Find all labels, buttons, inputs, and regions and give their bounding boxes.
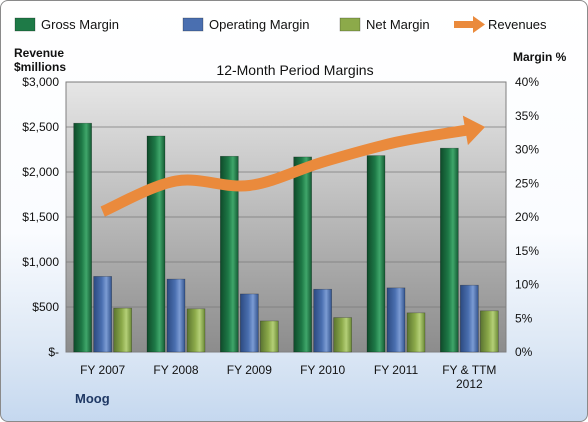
revenues-arrowhead	[462, 115, 486, 146]
legend-label: Gross Margin	[41, 17, 119, 32]
right-tick-label: 5%	[515, 311, 533, 325]
category-label: FY 2008	[153, 363, 198, 377]
legend-swatch	[182, 17, 204, 32]
net-margin-bar	[260, 320, 279, 353]
gross-margin-bar	[73, 122, 92, 353]
right-tick-label: 25%	[515, 176, 539, 190]
net-margin-bar	[406, 312, 426, 353]
revenues-line	[100, 124, 471, 217]
gross-margin-bar	[293, 156, 312, 353]
legend-item: Gross Margin	[14, 17, 119, 32]
gross-margin-bar	[440, 147, 459, 353]
operating-margin-bar	[93, 276, 112, 353]
right-tick-label: 15%	[515, 244, 539, 258]
left-tick-label: $500	[32, 300, 59, 314]
category-label: FY 2011	[374, 363, 419, 377]
legend-item: Revenues	[454, 16, 547, 33]
operating-margin-bar	[313, 288, 332, 353]
left-tick-label: $2,500	[22, 120, 59, 134]
operating-margin-bar	[386, 287, 406, 353]
gross-margin-bar	[220, 155, 239, 353]
gross-margin-bar	[146, 135, 166, 353]
category-label: FY & TTM	[442, 363, 496, 377]
operating-margin-bar	[166, 278, 186, 353]
category-label: 2012	[456, 377, 483, 391]
legend-label: Revenues	[488, 17, 547, 32]
left-tick-label: $2,000	[22, 165, 59, 179]
legend-label: Operating Margin	[209, 17, 309, 32]
right-tick-label: 35%	[515, 109, 539, 123]
net-margin-bar	[186, 308, 206, 353]
left-tick-label: $3,000	[22, 75, 59, 89]
legend-swatch	[339, 17, 361, 32]
right-tick-label: 20%	[515, 210, 539, 224]
chart-title: 12-Month Period Margins	[216, 62, 374, 78]
left-tick-label: $-	[48, 345, 59, 359]
left-tick-label: $1,000	[22, 255, 59, 269]
left-axis-title-line1: Revenue	[14, 46, 65, 60]
right-tick-label: 0%	[515, 345, 533, 359]
legend-swatch	[14, 17, 36, 32]
operating-margin-bar	[240, 293, 259, 353]
legend-label: Net Margin	[366, 17, 430, 32]
left-axis-title-line2: $millions	[14, 60, 67, 74]
left-tick-label: $1,500	[22, 210, 59, 224]
gross-margin-bar	[366, 155, 386, 353]
net-margin-bar	[113, 307, 132, 353]
category-label: FY 2010	[300, 363, 345, 377]
right-tick-label: 30%	[515, 143, 539, 157]
right-tick-label: 10%	[515, 278, 539, 292]
legend-swatch-arrowhead	[473, 16, 485, 33]
right-axis-title: Margin %	[513, 50, 567, 64]
net-margin-bar	[333, 317, 352, 353]
footer-label: Moog	[75, 391, 110, 406]
net-margin-bar	[480, 310, 499, 353]
legend-item: Operating Margin	[182, 17, 309, 32]
right-tick-label: 40%	[515, 75, 539, 89]
category-label: FY 2007	[80, 363, 125, 377]
operating-margin-bar	[460, 284, 479, 353]
legend-item: Net Margin	[339, 17, 430, 32]
category-label: FY 2009	[227, 363, 272, 377]
